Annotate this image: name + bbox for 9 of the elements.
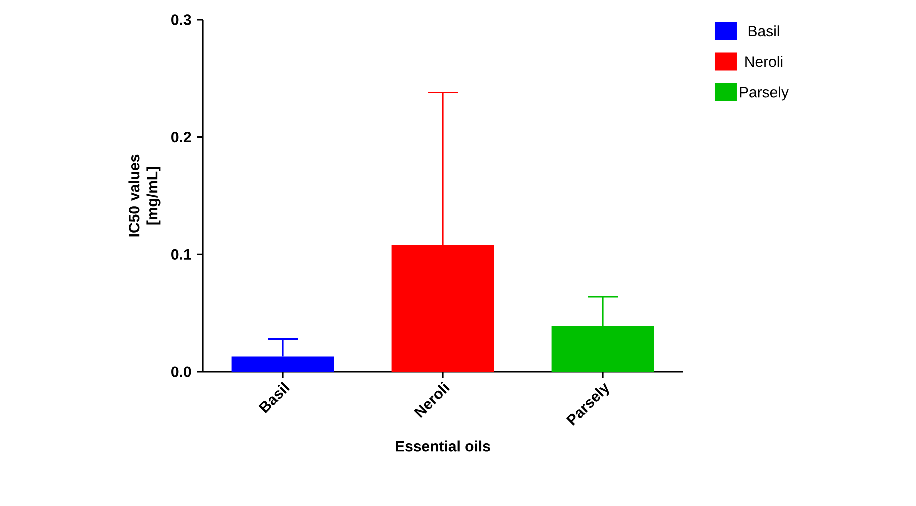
legend-label: Neroli	[746, 56, 783, 68]
y-axis-title: IC50 values [mg/mL]	[128, 154, 161, 237]
y-tick-label: 0.2	[172, 132, 192, 143]
legend-label: Parsely	[740, 86, 789, 101]
y-tick-label: 0.1	[172, 249, 192, 260]
legend-label: Basil	[748, 26, 780, 37]
x-axis-title: Essential oils	[396, 440, 490, 452]
y-tick-label: 0.0	[172, 366, 192, 378]
y-tick-label: 0.3	[172, 14, 192, 26]
